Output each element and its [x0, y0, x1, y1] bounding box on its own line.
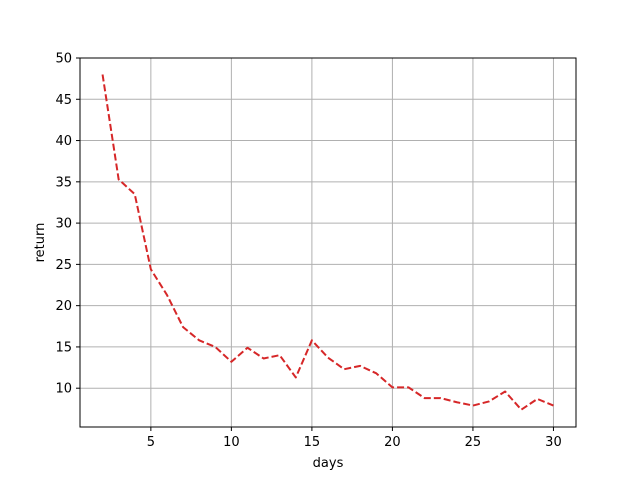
x-axis-ticks: 5 10 15 20 25 30: [147, 427, 562, 450]
x-tick-label: 10: [223, 435, 240, 450]
y-tick-label: 25: [55, 258, 72, 273]
y-tick-label: 45: [55, 93, 72, 108]
y-axis-ticks: 10 15 20 25 30 35 40 45 50: [55, 52, 80, 397]
x-axis-label: days: [313, 456, 344, 471]
y-tick-label: 10: [55, 382, 72, 397]
x-grid-lines: [150, 58, 554, 427]
y-grid-lines: [80, 57, 576, 389]
series-line-0: [101, 74, 554, 411]
y-axis-label: return: [33, 223, 48, 263]
x-tick-label: 15: [304, 435, 321, 450]
x-tick-label: 5: [147, 435, 155, 450]
x-tick-label: 30: [545, 435, 562, 450]
y-tick-label: 50: [55, 52, 72, 67]
series-layer: [101, 74, 554, 411]
y-tick-label: 20: [55, 299, 72, 314]
y-tick-label: 15: [55, 340, 72, 355]
axes-frame: [79, 57, 577, 428]
y-tick-label: 30: [55, 217, 72, 232]
y-tick-label: 40: [55, 134, 72, 149]
y-tick-label: 35: [55, 175, 72, 190]
x-tick-label: 25: [465, 435, 482, 450]
x-tick-label: 20: [384, 435, 401, 450]
